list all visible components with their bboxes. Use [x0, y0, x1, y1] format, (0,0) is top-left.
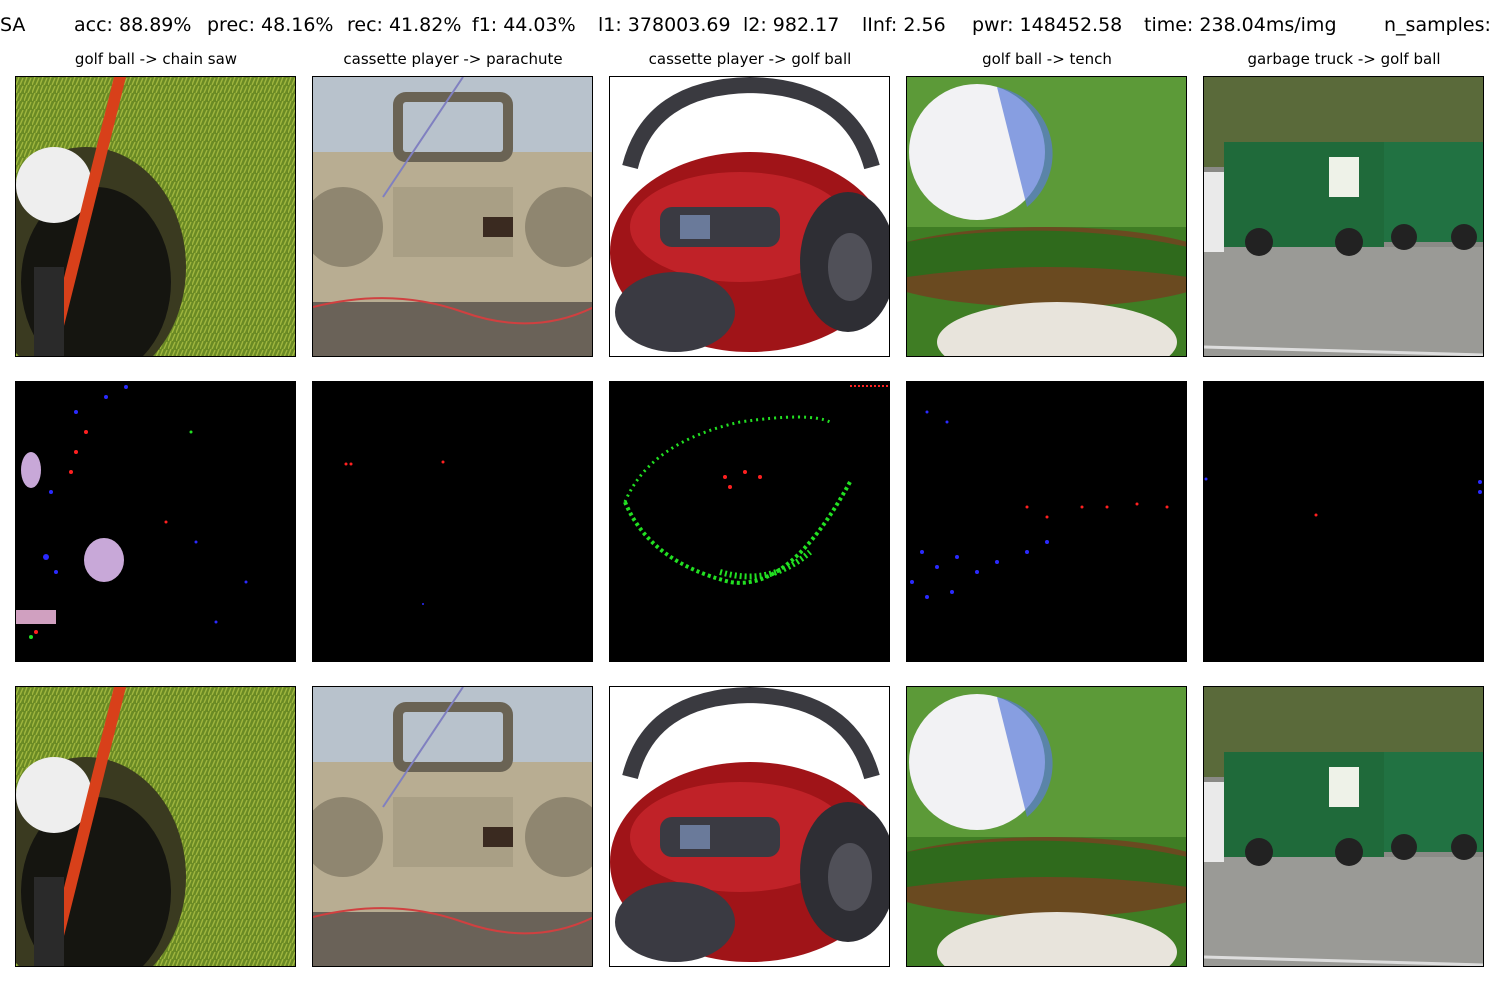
column-title: golf ball -> tench [982, 50, 1112, 68]
recall-metric: rec: 41.82% [347, 14, 462, 36]
n-samples-metric: n_samples: [1384, 14, 1491, 36]
adversarial-image-golf-hole [15, 686, 296, 967]
adversarial-image-boombox [312, 686, 593, 967]
original-image-cassette-player [609, 76, 890, 357]
accuracy-metric: acc: 88.89% [74, 14, 192, 36]
original-image-golf-ball [906, 76, 1187, 357]
original-image-boombox [312, 76, 593, 357]
method-label: SA [0, 14, 26, 36]
precision-metric: prec: 48.16% [207, 14, 334, 36]
l2-metric: l2: 982.17 [743, 14, 840, 36]
power-metric: pwr: 148452.58 [972, 14, 1123, 36]
linf-metric: lInf: 2.56 [862, 14, 946, 36]
column-title: golf ball -> chain saw [74, 50, 238, 68]
perturbation-map-golf-hole [15, 381, 296, 662]
original-image-golf-hole [15, 76, 296, 357]
f1-metric: f1: 44.03% [472, 14, 576, 36]
column-title: cassette player -> parachute [343, 50, 563, 68]
adversarial-image-golf-ball [906, 686, 1187, 967]
adversarial-image-garbage-truck [1203, 686, 1484, 967]
column-title: cassette player -> golf ball [648, 50, 852, 68]
metrics-header: SA acc: 88.89% prec: 48.16% rec: 41.82% … [0, 14, 1500, 44]
time-metric: time: 238.04ms/img [1144, 14, 1337, 36]
adversarial-image-cassette-player [609, 686, 890, 967]
original-image-garbage-truck [1203, 76, 1484, 357]
perturbation-map-boombox [312, 381, 593, 662]
column-title: garbage truck -> golf ball [1247, 50, 1441, 68]
perturbation-map-cassette-player [609, 381, 890, 662]
l1-metric: l1: 378003.69 [598, 14, 731, 36]
perturbation-map-golf-ball [906, 381, 1187, 662]
perturbation-map-garbage-truck [1203, 381, 1484, 662]
